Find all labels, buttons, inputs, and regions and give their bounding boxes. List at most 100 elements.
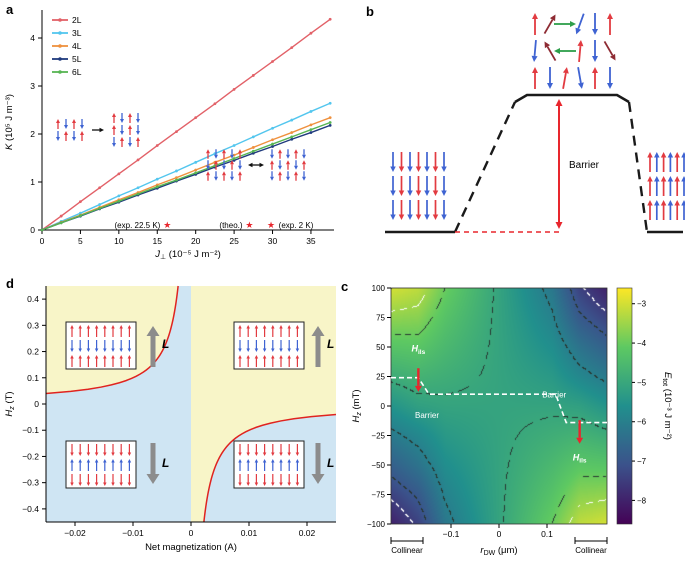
polygon <box>94 355 99 359</box>
polygon <box>111 325 115 329</box>
y-tick-label: 25 <box>376 373 385 382</box>
polygon <box>390 190 396 196</box>
polygon <box>254 325 259 329</box>
polygon <box>78 452 82 456</box>
series-marker-2L <box>79 200 82 204</box>
polygon <box>279 355 283 359</box>
phase-boundary-left <box>45 285 179 395</box>
polygon <box>99 127 104 133</box>
neel-vector-label: L <box>327 337 334 351</box>
neel-vector-label: L <box>162 456 169 470</box>
polygon <box>262 325 267 329</box>
polygon <box>660 152 667 158</box>
polygon <box>238 355 242 359</box>
polygon <box>80 131 84 135</box>
polygon <box>667 176 674 182</box>
polygon <box>390 166 396 172</box>
polygon <box>424 190 430 196</box>
polygon <box>128 125 132 129</box>
top-plateau-line <box>514 93 630 104</box>
series-marker-6L <box>155 185 159 189</box>
legend-label-3L: 3L <box>72 28 82 38</box>
polygon <box>407 190 413 196</box>
colorbar-tick-label: −8 <box>637 496 647 505</box>
x-tick-label: 5 <box>78 236 83 246</box>
x-axis-label: J⊥ (10⁻⁵ J m⁻²) <box>154 249 220 261</box>
polygon <box>547 83 553 89</box>
polygon <box>279 452 283 456</box>
polygon <box>286 176 290 181</box>
polygon <box>111 355 115 359</box>
polygon <box>532 67 538 73</box>
polygon <box>279 348 283 352</box>
panel-a-anisotropy-chart: 0 5 10 15 20 25 30 35 0 1 2 3 4 J⊥ (10⁻⁵ J m⁻²) K (10⁵… <box>4 10 334 261</box>
polygon <box>230 176 234 181</box>
x-axis-label: Net magnetization (A) <box>145 542 237 553</box>
energy-heatmap-canvas <box>391 288 607 524</box>
series-marker-4L <box>155 183 159 187</box>
panel-d-phase-diagram: −0.02 −0.01 0 0.01 0.02 0.4 0.3 0.2 0.1 0 −0.1 −0.2… <box>4 285 337 553</box>
polygon <box>555 222 563 229</box>
h-ils-label: Hils <box>411 344 425 356</box>
polygon <box>246 355 250 359</box>
polygon <box>78 325 82 329</box>
polygon <box>311 474 325 484</box>
series-marker-2L <box>98 186 102 190</box>
polygon <box>576 437 584 444</box>
series-marker-6L <box>328 121 332 124</box>
line <box>577 13 585 30</box>
polygon <box>592 29 598 35</box>
polygon <box>279 325 283 329</box>
series-marker-2L <box>271 60 274 63</box>
polygon <box>103 348 107 352</box>
series-marker-5L <box>309 131 313 134</box>
polygon <box>660 176 667 182</box>
polygon <box>136 119 140 123</box>
polygon <box>295 348 300 352</box>
tspan: H <box>411 344 418 354</box>
polygon <box>302 160 306 165</box>
star-marker: ★ <box>163 220 171 230</box>
polygon <box>570 21 576 27</box>
tspan: tot <box>661 378 668 386</box>
polygon <box>279 459 283 463</box>
y-tick-label: 100 <box>372 284 386 293</box>
x-tick-label: 0 <box>189 528 194 538</box>
polygon <box>146 326 160 336</box>
series-marker-5L <box>251 151 255 155</box>
series-marker-3L <box>194 160 198 164</box>
polygon <box>287 325 291 329</box>
y-axis-label: K (10⁵ J m⁻³) <box>4 94 15 150</box>
y-axis-label: Hz (mT) <box>351 389 363 422</box>
polygon <box>271 482 275 486</box>
tspan: z <box>9 406 16 411</box>
polygon <box>72 119 76 123</box>
polygon <box>70 325 74 329</box>
polygon <box>111 452 115 456</box>
polygon <box>206 165 210 170</box>
polygon <box>270 154 274 159</box>
legend-marker-6L <box>58 70 62 74</box>
polygon <box>120 131 124 135</box>
polygon <box>127 482 132 486</box>
polygon <box>414 385 422 392</box>
series-marker-3L <box>271 126 274 130</box>
polygon <box>532 13 538 19</box>
x-tick-label: 35 <box>306 236 316 246</box>
polygon <box>254 452 259 456</box>
polygon <box>287 348 291 352</box>
series-marker-3L <box>79 211 82 215</box>
colorbar-tick-label: −6 <box>637 418 647 427</box>
series-marker-2L <box>194 116 198 120</box>
polygon <box>86 355 91 359</box>
polygon <box>72 137 76 141</box>
spin-state-inset-box <box>233 321 305 370</box>
polygon <box>647 152 653 158</box>
polygon <box>432 214 439 220</box>
series-marker-6L <box>40 228 44 232</box>
series-marker-6L <box>271 142 274 146</box>
left-dashed-slope <box>453 101 517 233</box>
polygon <box>271 348 275 352</box>
polygon <box>222 149 226 154</box>
polygon <box>246 459 250 463</box>
